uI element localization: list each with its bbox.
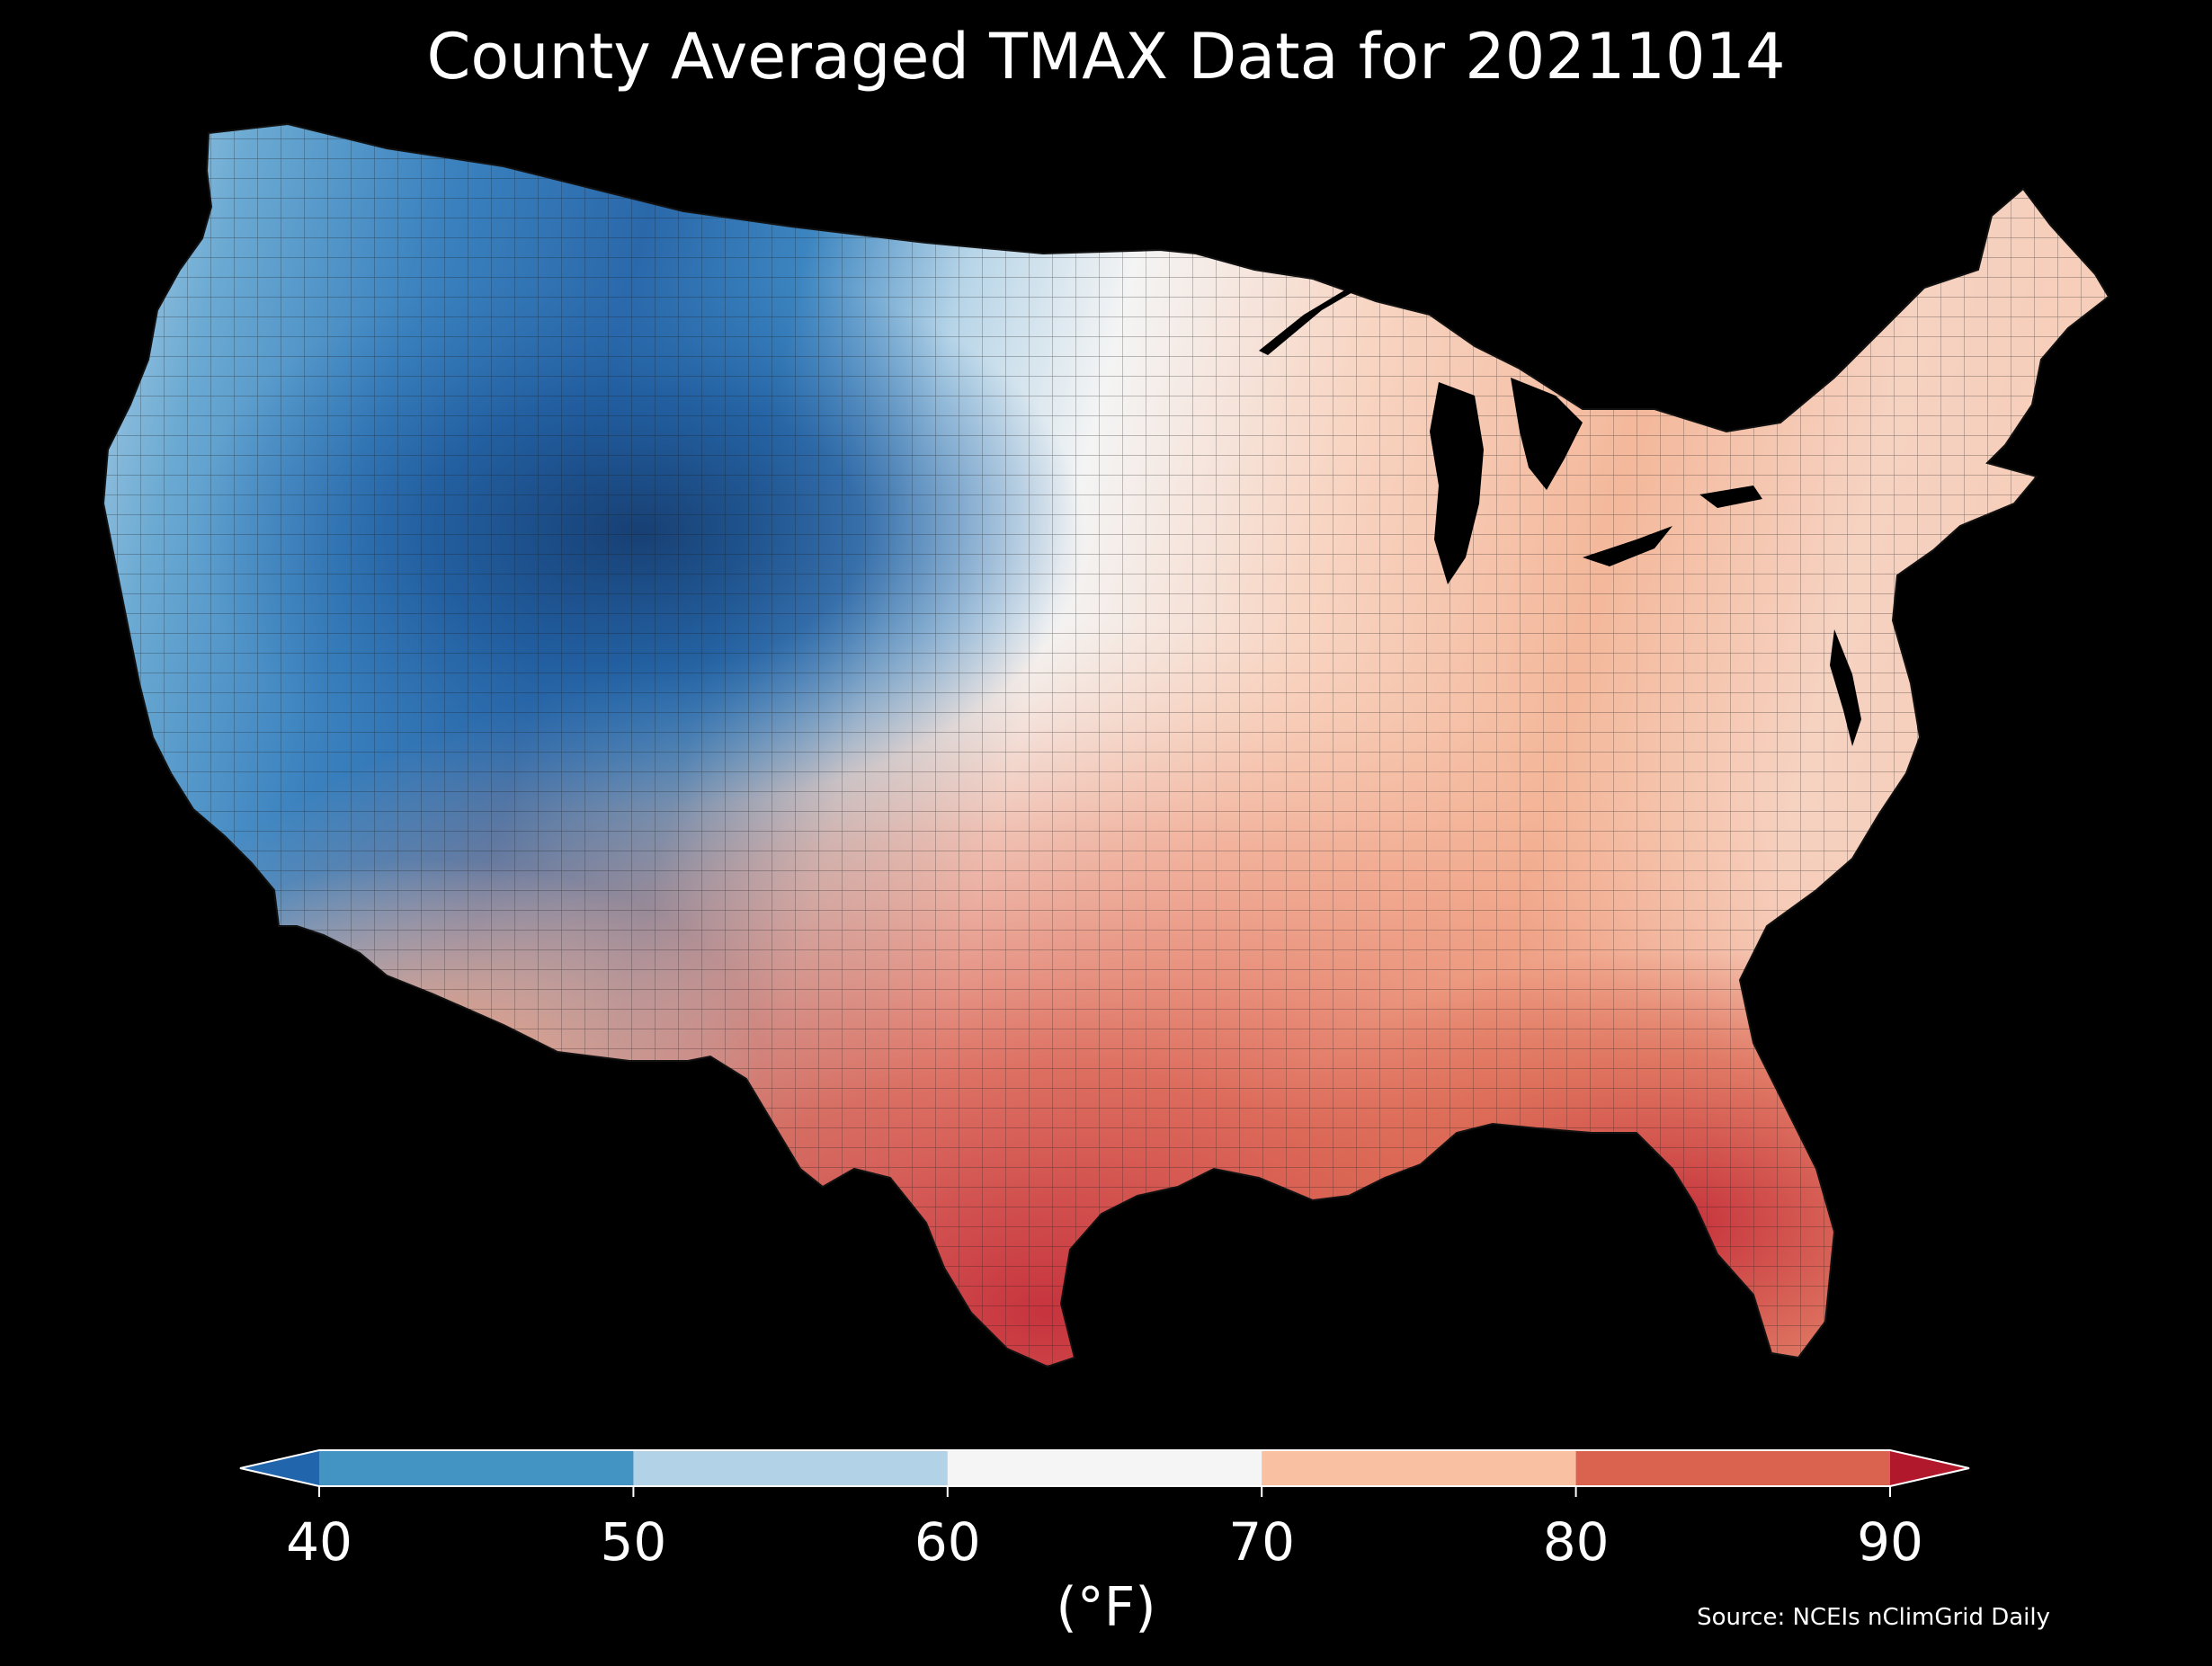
colorbar-unit-label: (°F) (1056, 1576, 1156, 1639)
lake-ontario (1699, 486, 1762, 508)
chesapeake-bay (1830, 629, 1861, 746)
colorbar-extend-low (240, 1450, 319, 1486)
colorbar-segment (1262, 1450, 1577, 1486)
source-credit: Source: NCEIs nClimGrid Daily (1697, 1604, 2050, 1631)
chart-title: County Averaged TMAX Data for 20211014 (426, 20, 1786, 94)
lake-michigan (1430, 382, 1484, 584)
colorbar-tick-label: 50 (600, 1511, 667, 1572)
colorbar-segment (1575, 1450, 1891, 1486)
colorbar-segment (947, 1450, 1262, 1486)
colorbar-tick-label: 60 (914, 1511, 981, 1572)
colorbar-tick-label: 70 (1228, 1511, 1296, 1572)
lake-erie (1583, 526, 1672, 566)
colorbar-tick-label: 40 (286, 1511, 352, 1572)
colorbar-tick-label: 90 (1857, 1511, 1923, 1572)
colorbar-segment (319, 1450, 634, 1486)
colorbar-tick-label: 80 (1542, 1511, 1610, 1572)
colorbar-extend-high (1890, 1450, 1969, 1486)
lake-superior (1259, 279, 1376, 355)
lake-huron (1511, 378, 1583, 490)
colorbar-segment (633, 1450, 949, 1486)
